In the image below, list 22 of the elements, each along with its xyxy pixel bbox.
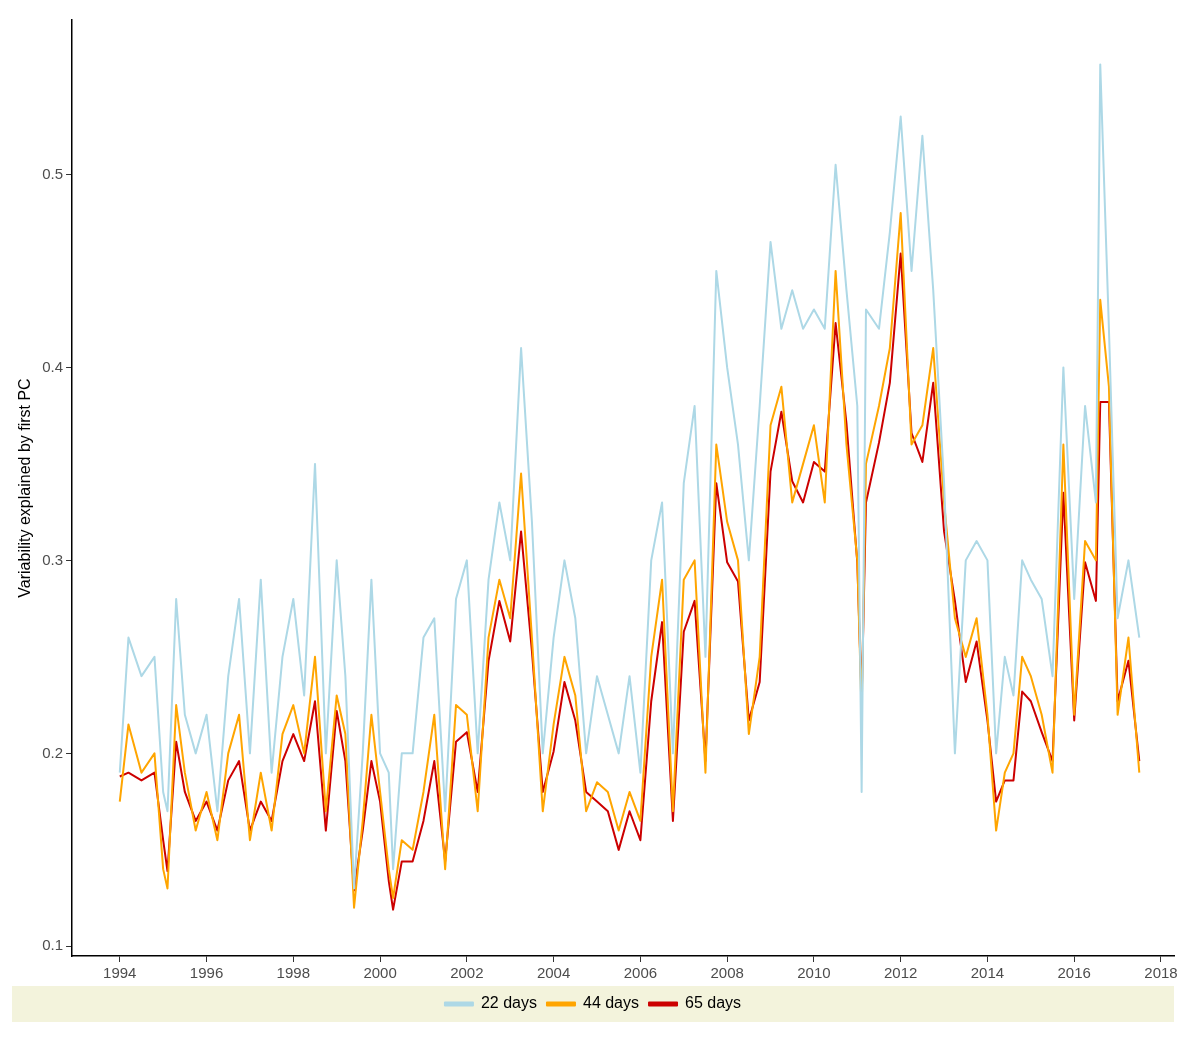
x-tick-label: 2004 xyxy=(536,964,571,982)
y-axis-title: Variability explained by first PC xyxy=(16,378,34,598)
y-tick-label: 0.5 xyxy=(42,164,64,182)
legend-label: 65 days xyxy=(685,994,742,1012)
x-tick-label: 2010 xyxy=(797,964,831,982)
x-tick-label: 1998 xyxy=(276,964,310,982)
x-tick-label: 2018 xyxy=(1144,964,1178,982)
x-tick-label: 2012 xyxy=(883,964,918,982)
y-tick-label: 0.3 xyxy=(42,550,64,568)
x-tick-label: 1994 xyxy=(103,964,137,982)
x-tick-label: 2008 xyxy=(710,964,744,982)
y-tick-label: 0.1 xyxy=(42,936,64,954)
x-tick-label: 2016 xyxy=(1057,964,1091,982)
y-tick-label: 0.4 xyxy=(42,357,64,375)
legend-label: 44 days xyxy=(582,994,640,1012)
y-tick-label: 0.2 xyxy=(42,743,64,761)
x-tick-label: 2006 xyxy=(623,964,658,982)
x-tick-label: 2002 xyxy=(450,964,484,982)
x-tick-label: 2014 xyxy=(970,964,1005,982)
legend-label: 22 days xyxy=(480,994,537,1012)
x-tick-label: 2000 xyxy=(363,964,397,982)
x-tick-label: 1996 xyxy=(189,964,224,982)
